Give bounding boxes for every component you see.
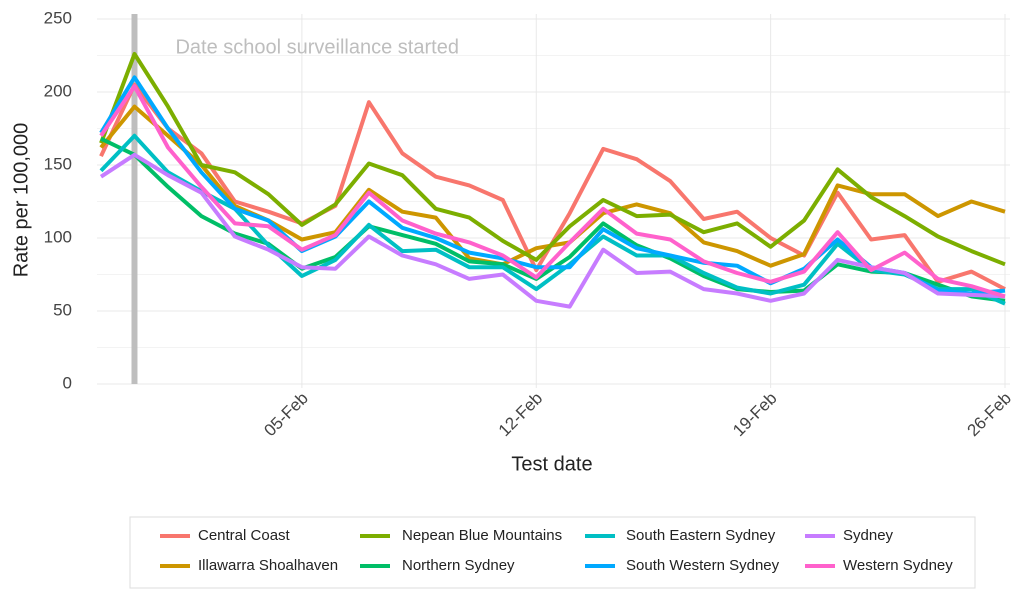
legend-label: South Western Sydney — [626, 557, 780, 574]
series-line — [99, 84, 1006, 299]
legend-box — [129, 516, 976, 589]
legend-label: Western Sydney — [843, 557, 953, 574]
legend-label: South Eastern Sydney — [626, 527, 776, 544]
legend-label: Illawarra Shoalhaven — [198, 557, 338, 574]
x-tick-label: 26-Feb — [963, 389, 1015, 441]
y-axis-title: Rate per 100,000 — [10, 123, 32, 278]
y-tick-label: 100 — [44, 227, 72, 246]
legend-label: Nepean Blue Mountains — [402, 527, 562, 544]
y-tick-label: 50 — [53, 300, 72, 319]
legend-label: Northern Sydney — [402, 557, 515, 574]
series-line — [99, 133, 1006, 306]
grid — [97, 14, 1010, 388]
annotation-text: Date school surveillance started — [175, 36, 458, 58]
legend-label: Central Coast — [198, 527, 291, 544]
series-line — [99, 52, 1006, 267]
legend-label: Sydney — [843, 527, 894, 544]
x-tick-label: 12-Feb — [495, 389, 547, 441]
x-axis-title: Test date — [511, 453, 592, 475]
x-tick-label: 05-Feb — [260, 389, 312, 441]
y-tick-label: 150 — [44, 154, 72, 173]
y-tick-label: 0 — [63, 373, 72, 392]
y-tick-label: 200 — [44, 81, 72, 100]
x-tick-label: 19-Feb — [729, 389, 781, 441]
y-tick-label: 250 — [44, 8, 72, 27]
series-line — [99, 152, 1006, 309]
